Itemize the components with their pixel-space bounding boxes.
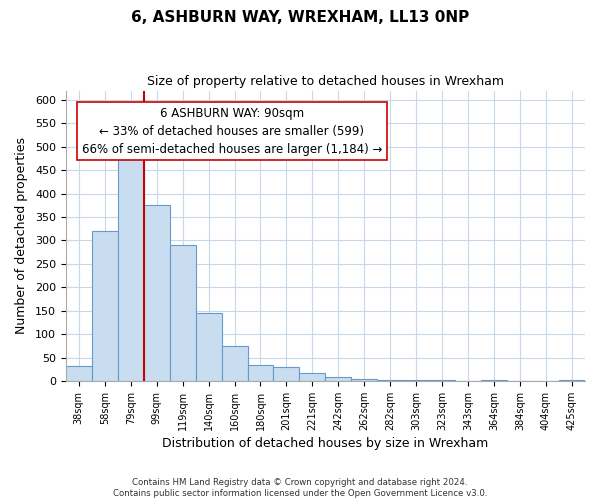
Bar	[377, 380, 403, 381]
Bar	[170, 245, 196, 381]
Bar	[325, 377, 352, 381]
Bar	[196, 313, 221, 381]
Bar	[299, 372, 325, 381]
Y-axis label: Number of detached properties: Number of detached properties	[15, 138, 28, 334]
Bar	[221, 346, 248, 381]
X-axis label: Distribution of detached houses by size in Wrexham: Distribution of detached houses by size …	[162, 437, 488, 450]
Bar	[66, 366, 92, 381]
Text: 6 ASHBURN WAY: 90sqm
← 33% of detached houses are smaller (599)
66% of semi-deta: 6 ASHBURN WAY: 90sqm ← 33% of detached h…	[82, 106, 382, 156]
Bar	[118, 156, 143, 381]
Bar	[559, 380, 585, 381]
Bar	[143, 206, 170, 381]
Text: Contains HM Land Registry data © Crown copyright and database right 2024.
Contai: Contains HM Land Registry data © Crown c…	[113, 478, 487, 498]
Bar	[274, 367, 299, 381]
Title: Size of property relative to detached houses in Wrexham: Size of property relative to detached ho…	[147, 75, 504, 88]
Bar	[92, 231, 118, 381]
Bar	[248, 364, 274, 381]
Text: 6, ASHBURN WAY, WREXHAM, LL13 0NP: 6, ASHBURN WAY, WREXHAM, LL13 0NP	[131, 10, 469, 25]
Bar	[352, 378, 377, 381]
